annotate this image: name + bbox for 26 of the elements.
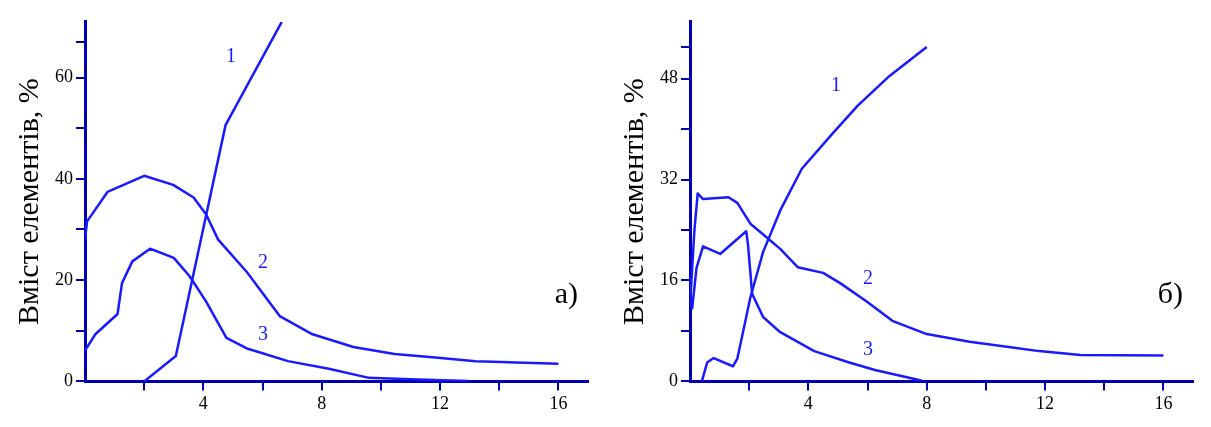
series-label: 1 (830, 72, 841, 95)
x-tick-label: 12 (1036, 392, 1055, 413)
x-tick-label: 8 (922, 392, 932, 413)
series-label: 3 (862, 336, 873, 359)
y-tick-label: 16 (660, 269, 678, 290)
y-tick-label: 0 (669, 370, 678, 391)
annotation: а) (554, 275, 578, 310)
y-axis-title: Вміст елементів, % (615, 78, 649, 326)
y-tick-label: 20 (55, 268, 73, 289)
y-tick-label: 0 (64, 370, 73, 391)
x-tick-label: 12 (431, 392, 450, 413)
x-tick-label: 8 (317, 392, 327, 413)
y-tick-label: 48 (660, 67, 678, 88)
annotation: б) (1157, 275, 1183, 310)
series-label: 2 (862, 266, 873, 289)
y-tick-label: 60 (55, 66, 73, 87)
x-tick-label: 4 (803, 392, 813, 413)
series-label: 1 (225, 43, 236, 66)
x-tick-label: 4 (198, 392, 208, 413)
y-axis-title: Вміст елементів, % (10, 78, 44, 326)
y-tick-label: 40 (55, 167, 73, 188)
series-label: 3 (257, 322, 268, 344)
y-tick-label: 32 (660, 168, 678, 189)
x-tick-label: 16 (1154, 392, 1173, 413)
series-label: 2 (257, 249, 268, 272)
x-tick-label: 16 (549, 392, 568, 413)
